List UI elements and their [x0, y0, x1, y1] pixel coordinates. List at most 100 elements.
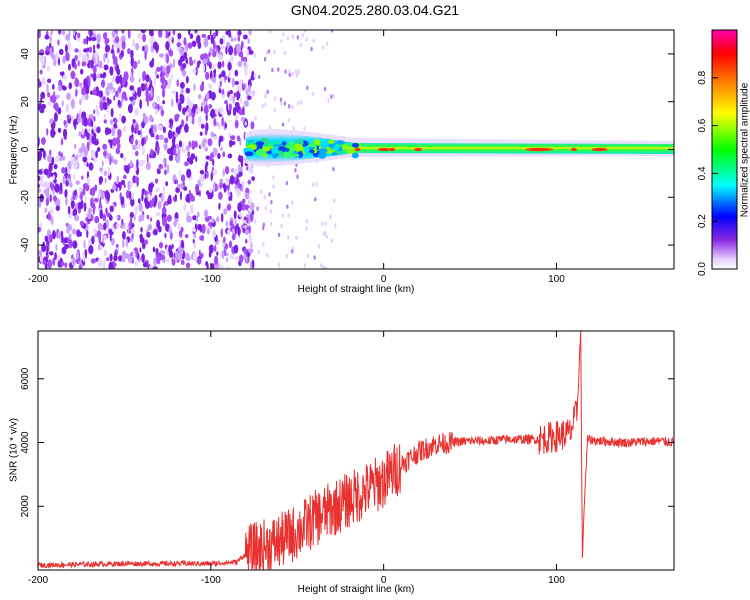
noise-speck: [151, 197, 155, 206]
noise-speck: [67, 237, 70, 244]
noise-speck: [88, 36, 92, 42]
noise-speck: [101, 160, 104, 168]
noise-speck: [129, 217, 133, 226]
noise-speck: [138, 78, 141, 83]
noise-speck: [61, 246, 67, 255]
noise-speck: [249, 91, 252, 97]
noise-speck: [234, 69, 239, 77]
noise-speck: [257, 249, 260, 254]
noise-speck: [153, 257, 157, 267]
noise-speck: [281, 213, 285, 218]
noise-speck: [132, 89, 135, 95]
noise-speck: [59, 182, 63, 192]
noise-speck: [92, 125, 97, 131]
noise-speck: [163, 202, 166, 213]
noise-speck: [225, 46, 228, 55]
noise-speck: [332, 167, 335, 172]
noise-speck: [229, 89, 233, 95]
noise-speck: [245, 88, 248, 95]
noise-speck: [199, 84, 205, 92]
noise-speck: [65, 33, 71, 42]
noise-speck: [195, 184, 198, 193]
noise-speck: [88, 162, 94, 171]
noise-speck: [332, 93, 335, 99]
noise-speck: [52, 257, 56, 266]
band-blob: [303, 146, 310, 154]
noise-speck: [117, 99, 121, 106]
noise-speck: [93, 156, 98, 163]
noise-speck: [244, 121, 247, 126]
noise-speck: [149, 217, 153, 222]
noise-speck: [159, 53, 165, 58]
noise-speck: [226, 257, 229, 263]
band-blob: [320, 140, 329, 149]
noise-speck: [101, 79, 106, 88]
noise-speck: [86, 35, 89, 45]
noise-speck: [59, 48, 64, 56]
noise-speck: [176, 79, 179, 87]
noise-speck: [310, 46, 313, 52]
noise-speck: [185, 211, 191, 216]
noise-speck: [234, 184, 238, 190]
noise-speck: [269, 30, 272, 34]
noise-speck: [213, 69, 216, 78]
noise-speck: [65, 103, 70, 113]
noise-speck: [192, 227, 196, 232]
noise-speck: [121, 30, 125, 34]
noise-speck: [178, 140, 183, 148]
noise-speck: [137, 198, 141, 204]
noise-speck: [160, 250, 166, 256]
noise-speck: [238, 254, 244, 264]
noise-speck: [100, 191, 105, 200]
noise-speck: [39, 181, 45, 187]
noise-speck: [167, 197, 172, 205]
noise-speck: [233, 244, 239, 254]
noise-speck: [54, 183, 60, 193]
top-y-axis-label: Frequency (Hz): [9, 116, 20, 185]
noise-speck: [156, 95, 161, 102]
noise-speck: [59, 71, 64, 76]
noise-speck: [146, 153, 149, 163]
noise-speck: [52, 174, 55, 181]
noise-speck: [224, 100, 228, 105]
x-tick-label: -100: [201, 575, 221, 586]
noise-speck: [49, 182, 53, 189]
noise-speck: [305, 226, 308, 231]
noise-speck: [199, 170, 205, 175]
noise-speck: [214, 255, 219, 265]
noise-speck: [170, 73, 173, 82]
noise-speck: [226, 102, 229, 113]
noise-speck: [239, 78, 243, 86]
x-tick-label: -200: [28, 274, 48, 285]
noise-speck: [233, 210, 237, 220]
noise-speck: [227, 229, 230, 235]
noise-speck: [236, 188, 241, 197]
noise-speck: [254, 116, 257, 121]
band-blob: [309, 149, 315, 154]
noise-speck: [135, 42, 140, 51]
noise-speck: [283, 101, 287, 106]
noise-speck: [77, 201, 83, 210]
noise-speck: [92, 89, 97, 96]
noise-speck: [105, 207, 108, 215]
noise-speck: [94, 215, 100, 224]
noise-speck: [215, 108, 218, 114]
noise-speck: [168, 49, 174, 57]
noise-speck: [96, 230, 102, 238]
noise-speck: [282, 32, 285, 37]
noise-speck: [139, 247, 142, 253]
y-tick-label: 6000: [20, 367, 31, 390]
noise-speck: [125, 96, 128, 102]
noise-speck: [194, 103, 198, 109]
noise-speck: [195, 155, 198, 163]
noise-speck: [258, 74, 261, 80]
noise-speck: [186, 168, 192, 178]
noise-speck: [228, 195, 231, 202]
noise-speck: [200, 53, 205, 61]
noise-speck: [62, 55, 66, 64]
noise-speck: [324, 230, 327, 235]
noise-speck: [117, 129, 122, 138]
noise-speck: [160, 254, 166, 260]
noise-speck: [232, 107, 237, 114]
